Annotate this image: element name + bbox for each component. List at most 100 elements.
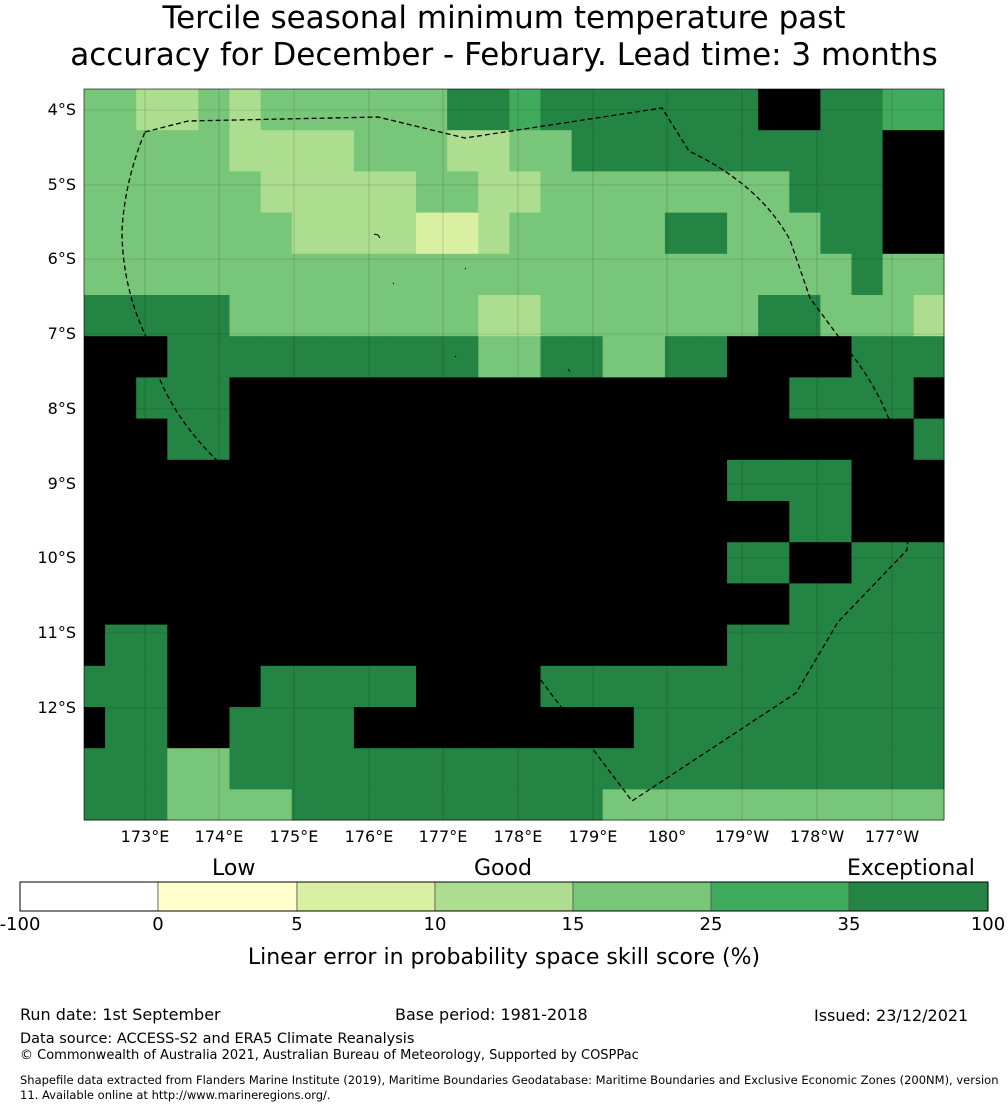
grid-cell (913, 789, 945, 821)
grid-cell (664, 418, 697, 461)
grid-cell (260, 707, 293, 749)
grid-cell (291, 542, 324, 584)
grid-cell (229, 377, 262, 420)
grid-cell (882, 789, 915, 821)
copyright-notice: © Commonwealth of Australia 2021, Austra… (20, 1048, 639, 1063)
grid-cell (913, 377, 945, 420)
grid-cell (540, 459, 573, 502)
grid-cell (167, 501, 199, 543)
grid-cell (84, 748, 106, 790)
grid-cell (198, 748, 230, 790)
grid-cell (540, 707, 573, 749)
grid-cell (882, 459, 915, 502)
grid-cell (229, 624, 262, 667)
grid-cell (136, 377, 168, 420)
grid-cell (229, 130, 262, 172)
grid-cell (696, 418, 728, 461)
grid-cell (851, 336, 884, 378)
grid-cell (416, 212, 448, 255)
grid-cell (136, 130, 168, 172)
grid-cell (571, 171, 604, 214)
lon-label: 177°W (864, 827, 920, 846)
grid-cell (416, 295, 448, 337)
grid-cell (322, 501, 355, 543)
grid-cell (664, 336, 697, 378)
grid-cell (727, 665, 759, 708)
grid-cell (789, 171, 821, 214)
grid-cell (727, 583, 759, 626)
grid-cell (353, 212, 386, 255)
grid-cell (851, 459, 884, 502)
grid-cell (602, 89, 635, 131)
grid-cell (136, 212, 168, 255)
grid-cell (820, 171, 852, 214)
grid-cell (167, 336, 199, 378)
grid-cell (353, 748, 386, 790)
grid-cell (882, 418, 915, 461)
grid-cell (509, 542, 541, 584)
grid-cell (385, 130, 417, 172)
grid-cell (789, 789, 821, 821)
grid-cell (385, 542, 417, 584)
grid-cell (820, 336, 852, 378)
island (544, 410, 547, 415)
grid-cell (136, 171, 168, 214)
grid-cell (229, 336, 262, 378)
lon-label: 180° (647, 827, 687, 846)
grid-cell (84, 707, 106, 749)
grid-cell (105, 542, 137, 584)
grid-cell (105, 707, 137, 749)
grid-cell (913, 542, 945, 584)
colorbar-category-exceptional: Exceptional (847, 856, 975, 881)
grid-cell (696, 253, 728, 296)
grid-cell (789, 295, 821, 337)
grid-cell (882, 171, 915, 214)
grid-cell (353, 89, 386, 131)
grid-cell (167, 624, 199, 667)
grid-cell (322, 130, 355, 172)
grid-cell (696, 707, 728, 749)
grid-cell (167, 212, 199, 255)
grid-cell (260, 336, 293, 378)
grid-cell (727, 501, 759, 543)
grid-cell (84, 377, 106, 420)
grid-cell (478, 89, 510, 131)
grid-cell (291, 89, 324, 131)
grid-cell (789, 130, 821, 172)
grid-cell (385, 336, 417, 378)
grid-cell (882, 89, 915, 131)
grid-cell (789, 542, 821, 584)
grid-cell (851, 789, 884, 821)
grid-cell (416, 89, 448, 131)
grid-cell (727, 418, 759, 461)
grid-cell (167, 459, 199, 502)
grid-cell (540, 583, 573, 626)
grid-cell (229, 89, 262, 131)
grid-cell (851, 542, 884, 584)
grid-cell (696, 130, 728, 172)
grid-cell (353, 501, 386, 543)
island (442, 743, 455, 748)
grid-cell (136, 336, 168, 378)
grid-cell (664, 171, 697, 214)
grid-cell (664, 501, 697, 543)
grid-cell (571, 501, 604, 543)
grid-cell (851, 707, 884, 749)
grid-cell (540, 171, 573, 214)
grid-cell (105, 377, 137, 420)
grid-cell (509, 501, 541, 543)
grid-cell (727, 377, 759, 420)
colorbar-segment (296, 881, 436, 912)
grid-cell (84, 295, 106, 337)
grid-cell (727, 542, 759, 584)
grid-cell (602, 542, 635, 584)
grid-cell (882, 707, 915, 749)
lat-label: 10°S (37, 548, 76, 567)
grid-cell (260, 130, 293, 172)
grid-cell (633, 253, 666, 296)
colorbar-segment (848, 881, 989, 912)
lon-label: 178°E (493, 827, 543, 846)
grid-cell (540, 789, 573, 821)
grid-cell (664, 542, 697, 584)
grid-cell (84, 789, 106, 821)
